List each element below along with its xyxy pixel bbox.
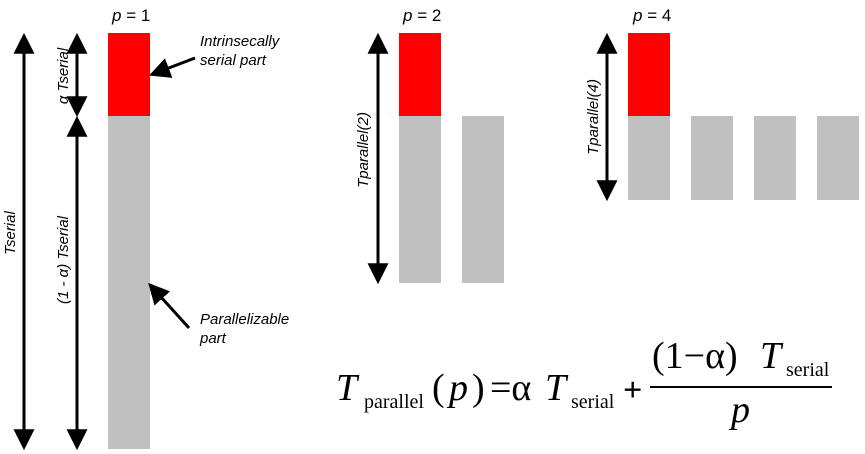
parallel-block-p4-1 (628, 116, 670, 200)
serial-block-p4 (628, 33, 670, 116)
parallel-part-label-line1: Parallelizable (200, 311, 289, 328)
one-minus-alpha-label: (1 - α) Tserial (55, 215, 72, 304)
speedup-formula: T parallel ( p ) =α T serial + (1−α) T s… (336, 335, 832, 431)
formula-T2: T (545, 367, 569, 409)
parallel-block-p2-1 (399, 116, 441, 283)
panel-title-p1: p = 1 (111, 6, 150, 25)
alpha-tserial-label: α Tserial (55, 47, 72, 104)
formula-plus: + (623, 372, 642, 409)
formula-sub-parallel: parallel (364, 391, 424, 413)
parallel-part-label-line2: part (199, 330, 227, 347)
serial-block-p2 (399, 33, 441, 116)
parallel-part-pointer (148, 282, 191, 330)
serial-part-label-line1: Intrinsecally (200, 33, 281, 50)
tserial-label: Tserial (2, 211, 19, 255)
tparallel4-label: Tparallel(4) (585, 79, 602, 155)
tparallel2-label: Tparallel(2) (355, 112, 372, 188)
formula-close-paren: ) (472, 367, 485, 409)
formula-T3: T (760, 335, 784, 377)
formula-sub-serial-2: serial (786, 359, 830, 381)
formula-p: p (446, 367, 468, 409)
formula-T: T (336, 367, 360, 409)
panel-title-p4: p = 4 (632, 6, 671, 25)
formula-denominator: p (728, 389, 750, 431)
parallel-block-p4-3 (754, 116, 796, 200)
serial-part-pointer (149, 56, 196, 78)
parallel-block-p1 (108, 116, 150, 449)
formula-equals-alpha: =α (490, 367, 531, 409)
parallel-block-p4-2 (691, 116, 733, 200)
serial-part-label-line2: serial part (200, 52, 267, 69)
formula-open-paren: ( (432, 367, 445, 409)
parallel-block-p4-4 (817, 116, 859, 200)
formula-sub-serial: serial (571, 391, 615, 413)
panel-title-p2: p = 2 (402, 6, 441, 25)
parallel-block-p2-2 (462, 116, 504, 283)
formula-numerator: (1−α) (652, 335, 738, 377)
serial-block-p1 (108, 33, 150, 116)
